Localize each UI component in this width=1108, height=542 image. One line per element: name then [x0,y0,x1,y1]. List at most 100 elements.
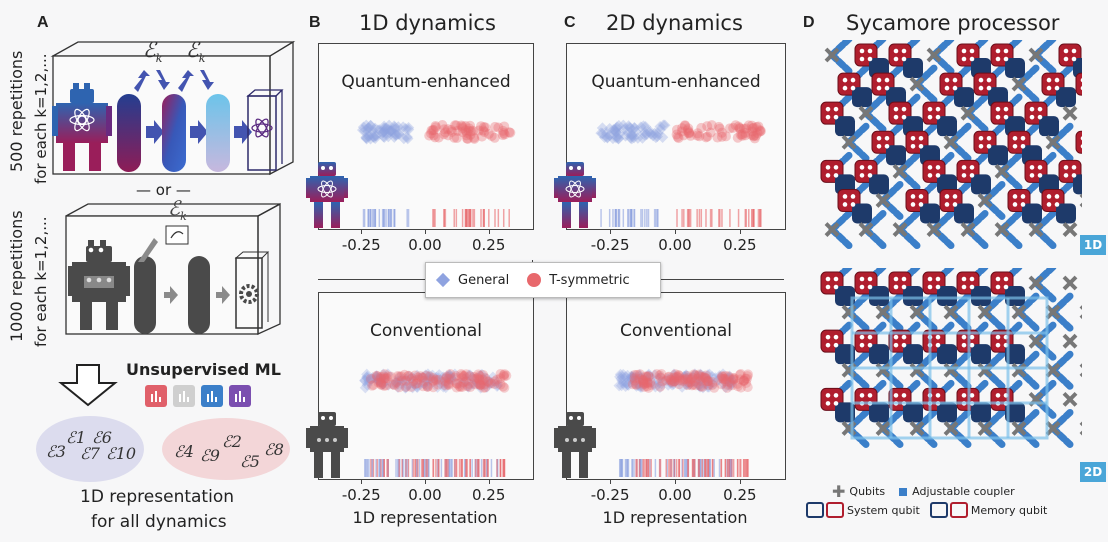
general-point [378,120,390,132]
tsym-point [433,132,444,143]
tsym-point [735,369,746,380]
qubit-pair [888,271,923,306]
tsym-point [755,125,766,136]
tsym-point [455,381,466,392]
qubit-cross [892,222,908,237]
tsym-point [732,381,743,392]
legend-memory: Memory qubit [970,503,1048,517]
general-point [397,121,409,133]
x-tick-mark [488,229,490,234]
tsym-point [457,121,468,132]
tsym-point [495,379,506,390]
qubit-pair [990,271,1025,306]
general-point [694,381,706,393]
general-point [411,379,424,391]
tsym-point [501,370,512,381]
tsym-point [742,382,753,393]
general-point [406,382,419,394]
tsym-point [702,376,713,387]
tsym-point [490,121,501,132]
general-point [359,382,372,394]
tsym-point [717,371,728,382]
tsym-point [682,380,693,391]
general-point [694,368,707,380]
tsym-point [498,370,509,381]
general-point [373,374,385,387]
tsym-point [505,127,516,138]
general-point [632,379,644,392]
general-point [630,370,642,383]
qubit-cross [1028,333,1044,349]
tsym-point [735,129,746,140]
tsym-point [428,376,439,387]
tsym-point [474,379,485,390]
qubit-cross [858,105,874,121]
ml-title: Unsupervised ML [126,360,281,379]
tsym-point [667,377,678,388]
tsym-point [716,379,727,390]
caption-line-1: 1D representation [80,487,234,507]
x-tick-label: -0.25 [590,486,630,504]
tsym-point [697,381,708,392]
conventional-experiment-box [65,202,281,336]
qubit-cross [1011,421,1027,436]
tsym-point [428,124,439,135]
tsym-point [417,381,428,392]
qubit-cross [943,304,959,320]
qubit-cross [1062,222,1078,237]
panel-b-letter: B [309,14,321,31]
general-point [639,120,652,133]
tsym-point [375,371,386,382]
plot-subtitle: Conventional [619,321,733,341]
tsym-point [462,133,473,144]
tsym-point [465,371,476,382]
tsym-point [729,373,740,384]
chip-legend-row2: System qubit Memory qubit [806,502,1047,518]
general-point [610,126,623,139]
classical-robot-icon [552,410,598,480]
qubit-cross [943,134,959,150]
tsym-point [454,381,465,392]
tsym-point [749,133,760,144]
evolution-block-3 [206,94,230,172]
tsym-point [737,130,748,141]
tsym-point [738,376,749,387]
legend-diamond-icon [435,272,451,288]
tsym-point [388,379,399,390]
general-point [373,124,385,136]
tsym-point [483,376,494,387]
tsym-point [451,371,462,382]
tsym-point [713,121,724,132]
tsym-point [740,373,751,384]
general-point [481,377,494,390]
tsym-point [726,380,737,391]
qubit-cross [960,222,976,237]
general-point [725,374,738,387]
tsym-point [718,373,729,384]
qubit-pair [1007,188,1042,224]
qubit-pair [888,387,923,423]
tsym-point [451,120,462,131]
tsym-point [428,373,439,384]
x-tick-mark [739,479,741,484]
tsym-point [723,371,734,382]
tsym-point [476,131,487,142]
tsym-point [480,382,491,393]
tsym-point [689,369,700,380]
memory-qubit-dark-icon [929,502,948,518]
qubit-cross [909,304,925,320]
tsym-point [459,370,470,381]
x-tick-mark [610,229,612,234]
tsym-point [656,369,667,380]
tsym-point [686,374,697,385]
tsym-point [437,120,448,131]
tsym-point [397,375,408,386]
tsym-point [669,376,680,387]
qubit-pair [837,188,872,224]
tsym-point [371,370,382,381]
qubit-pair [990,43,1025,78]
tsym-point [635,369,646,380]
tsym-point [671,371,682,382]
tsym-point [499,382,510,393]
tsym-point [700,372,711,383]
